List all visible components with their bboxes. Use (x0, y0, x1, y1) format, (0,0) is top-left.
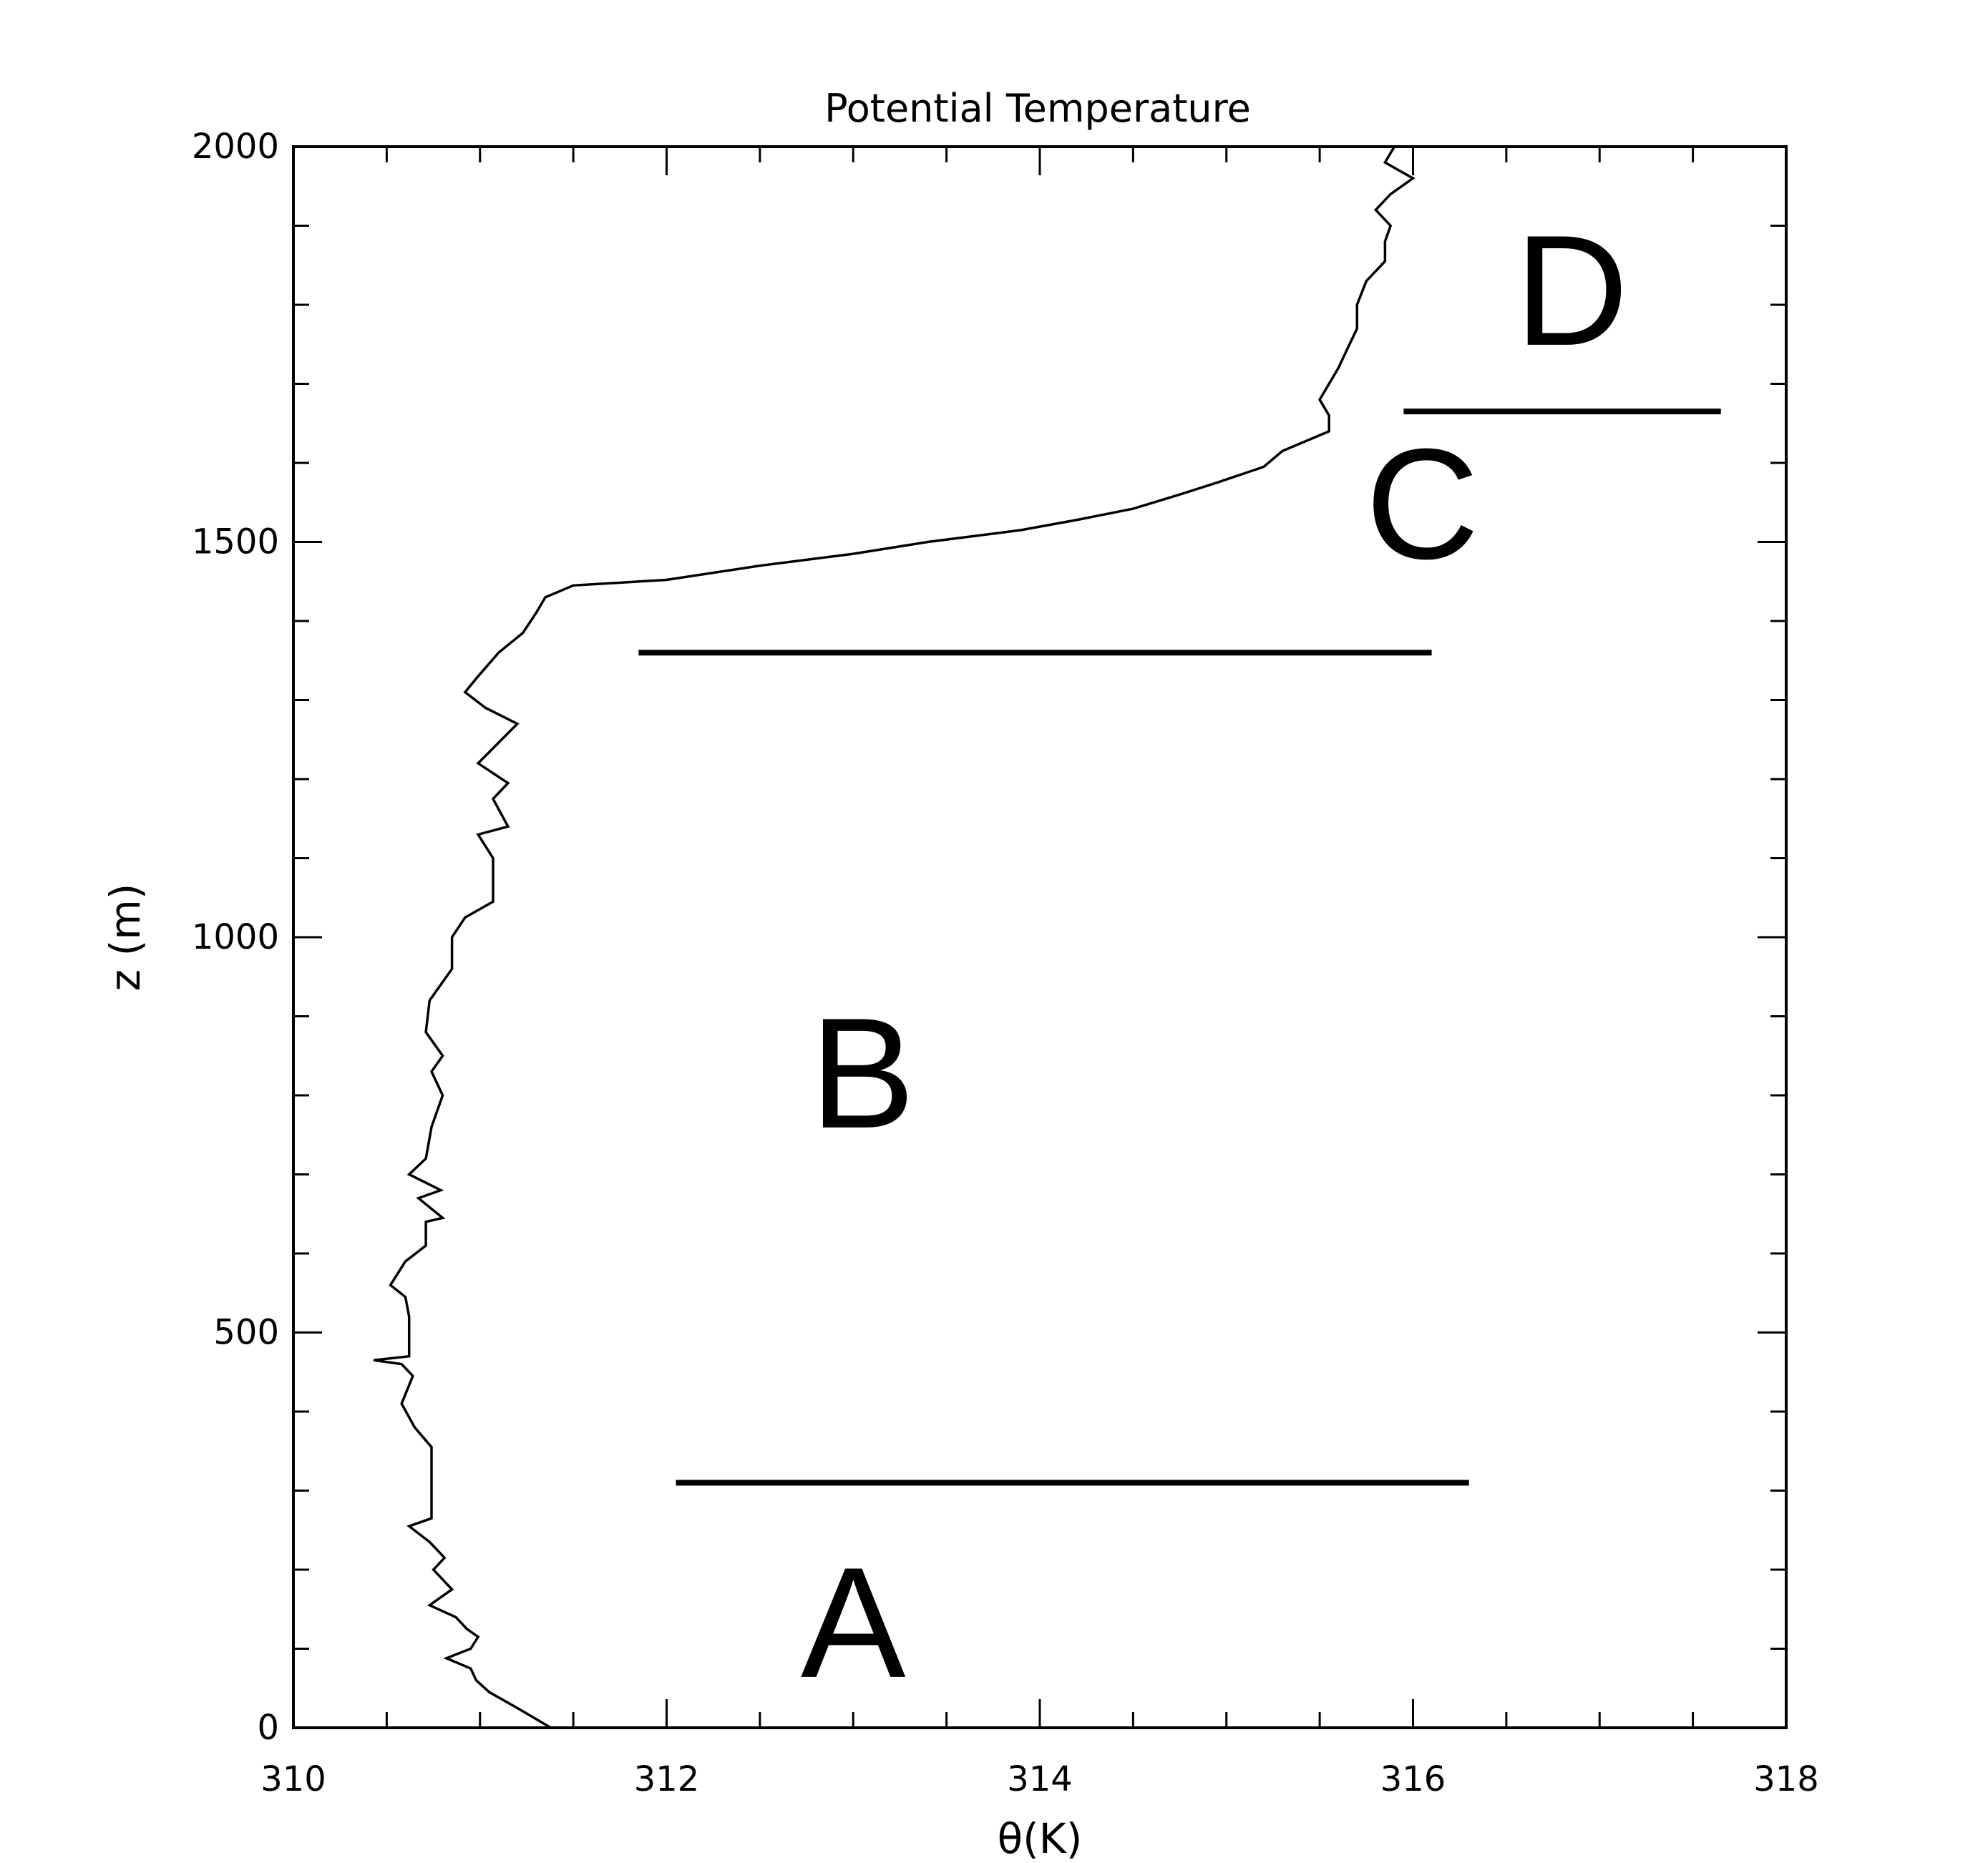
x-tick-label: 312 (634, 1759, 700, 1799)
region-labels: A B CD (801, 202, 1629, 1711)
chart-title: Potential Temperature (824, 86, 1251, 131)
region-label-b: B (810, 985, 915, 1161)
region-label-a: A (801, 1535, 906, 1711)
region-label-c: C (1365, 416, 1479, 592)
y-axis-title: z (m) (101, 884, 150, 992)
axis-tick-labels: 310 312 314 316 318 0 500 1000 1500 2000 (192, 127, 1819, 1799)
x-tick-label: 316 (1380, 1759, 1446, 1799)
plot-frame (292, 145, 1788, 1729)
theta-profile-line (373, 146, 1416, 1729)
y-tick-label: 1500 (192, 522, 279, 562)
y-tick-label: 500 (213, 1313, 279, 1353)
x-tick-label: 314 (1007, 1759, 1073, 1799)
axis-ticks (292, 145, 1788, 1729)
layer-separators (638, 409, 1721, 1486)
x-axis-title: θ(K) (998, 1814, 1083, 1863)
x-tick-label: 318 (1753, 1759, 1819, 1799)
y-tick-label: 1000 (192, 917, 279, 957)
x-tick-label: 310 (260, 1759, 326, 1799)
region-label-d: D (1515, 202, 1629, 378)
y-tick-label: 2000 (192, 127, 279, 167)
y-tick-label: 0 (257, 1708, 279, 1748)
